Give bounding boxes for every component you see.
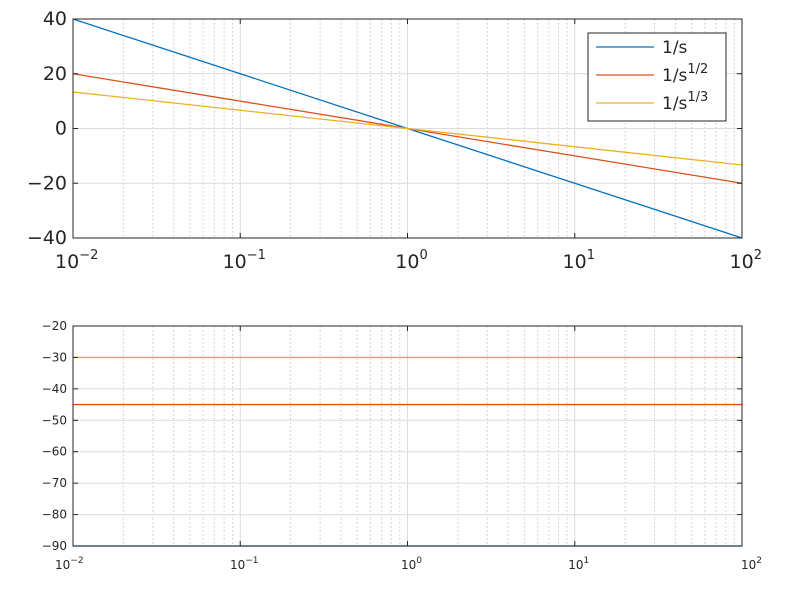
y-tick-label: −40 bbox=[42, 382, 67, 396]
x-tick-label: 100 bbox=[395, 248, 427, 273]
y-tick-label: 40 bbox=[43, 8, 67, 30]
y-tick-label: −30 bbox=[42, 350, 67, 364]
legend: 1/s 1/s1/2 1/s1/3 bbox=[587, 32, 727, 122]
x-tick-label: 10−2 bbox=[55, 556, 84, 572]
chart-2: −90 −80 −70 −60 −50 −40 −30 −20 10−2 10−1 100 101 10… bbox=[42, 319, 762, 572]
x-tick-label: 10−1 bbox=[223, 248, 266, 273]
legend-label-1: 1/s bbox=[662, 38, 688, 58]
x-tick-label: 102 bbox=[730, 248, 762, 273]
x-tick-label: 10−1 bbox=[230, 556, 259, 572]
y-tick-label: −50 bbox=[42, 413, 67, 427]
y-tick-label: 0 bbox=[55, 118, 67, 140]
y-tick-label: −20 bbox=[27, 172, 67, 194]
y-tick-label: −70 bbox=[42, 476, 67, 490]
legend-label-2: 1/s1/2 bbox=[662, 62, 708, 86]
legend-box bbox=[587, 32, 727, 122]
y-tick-label: −90 bbox=[42, 539, 67, 553]
y-tick-label: −80 bbox=[42, 508, 67, 522]
x-tick-label: 10−2 bbox=[55, 248, 98, 273]
y-tick-label: 20 bbox=[43, 63, 67, 85]
x-tick-label: 101 bbox=[563, 248, 595, 273]
x-tick-label: 100 bbox=[401, 556, 422, 572]
legend-label-3: 1/s1/3 bbox=[662, 90, 708, 114]
x-tick-label: 101 bbox=[568, 556, 589, 572]
x-tick-label: 102 bbox=[741, 556, 762, 572]
y-tick-label: −60 bbox=[42, 445, 67, 459]
y-tick-label: −40 bbox=[27, 227, 67, 249]
y-tick-label: −20 bbox=[42, 319, 67, 333]
series-line-3 bbox=[72, 91, 743, 166]
